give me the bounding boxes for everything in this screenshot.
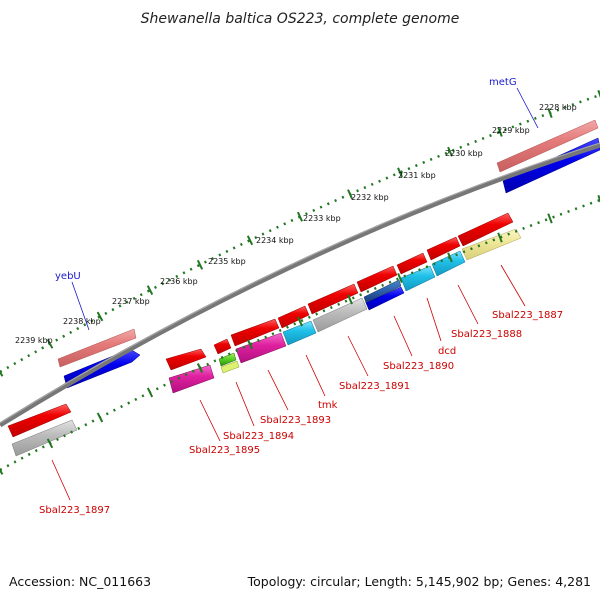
outer-ruler-tick	[597, 89, 600, 98]
scale-label-2234: 2234 kbp	[256, 236, 294, 245]
outer-ruler-tick	[96, 311, 104, 322]
feature-1887-yellow	[461, 228, 522, 261]
outer-ruler-tick	[146, 285, 154, 296]
label-tmk: tmk	[318, 400, 338, 411]
label-sbal223-1894: Sbal223_1894	[223, 431, 294, 442]
inner-ruler-tick	[296, 316, 304, 327]
gene-labels: metG yebU Sbal223_1887 Sbal223_1888 dcd …	[39, 77, 563, 516]
feature-1890-steel	[363, 279, 402, 304]
genome-summary-text: Topology: circular; Length: 5,145,902 bp…	[247, 574, 591, 589]
outer-ruler-tick	[296, 211, 304, 222]
inner-ruler-tick	[347, 294, 353, 305]
feature-1888-cyan	[431, 250, 466, 277]
scale-labels: 2228 kbp 2229 kbp 2230 kbp 2231 kbp 2232…	[15, 103, 577, 345]
cds-1897	[7, 403, 72, 438]
label-sbal223-1897: Sbal223_1897	[39, 505, 110, 516]
label-sbal223-1888: Sbal223_1888	[451, 329, 522, 340]
forward-cds-track	[7, 212, 514, 438]
scale-label-2236: 2236 kbp	[160, 277, 198, 286]
outer-ruler-tick	[397, 167, 403, 178]
inner-ruler-tick	[497, 232, 503, 243]
scale-label-2232: 2232 kbp	[351, 193, 389, 202]
label-sbal223-1891: Sbal223_1891	[339, 381, 410, 392]
inner-ruler-tick	[146, 387, 154, 398]
cds-1890	[356, 265, 398, 293]
cds-1891	[307, 283, 359, 315]
scale-label-2229: 2229 kbp	[492, 126, 530, 135]
scale-label-2233: 2233 kbp	[303, 214, 341, 223]
label-sbal223-1890: Sbal223_1890	[383, 361, 454, 372]
scale-label-2230: 2230 kbp	[445, 149, 483, 158]
inner-ruler-tick	[597, 194, 600, 203]
yebu-pink-feature	[57, 328, 137, 368]
outer-scale-ruler	[0, 89, 600, 377]
feature-1895-magenta	[168, 364, 215, 394]
outer-ruler-tick	[0, 370, 4, 377]
label-sbal223-1887: Sbal223_1887	[492, 310, 563, 321]
label-sbal223-1893: Sbal223_1893	[260, 415, 331, 426]
label-sbal223-1895: Sbal223_1895	[189, 445, 260, 456]
cds-1895	[165, 348, 207, 371]
cds-dcd	[396, 252, 428, 275]
scale-label-2228: 2228 kbp	[539, 103, 577, 112]
inner-ruler-tick	[0, 467, 4, 475]
scale-label-2235: 2235 kbp	[208, 257, 246, 266]
cds-tmk	[277, 305, 310, 329]
cds-1888	[426, 236, 461, 261]
scale-label-2239: 2239 kbp	[15, 336, 53, 345]
inner-ruler-tick	[96, 412, 104, 423]
outer-ruler-tick	[547, 107, 553, 119]
feature-1891-grey	[312, 297, 368, 333]
accession-text: Accession: NC_011663	[9, 574, 151, 589]
feature-1890-blue	[365, 286, 405, 311]
outer-features	[57, 119, 600, 389]
label-dcd: dcd	[438, 346, 456, 357]
cds-1894	[213, 338, 232, 355]
outer-ruler-tick	[196, 259, 204, 270]
genome-backbone	[0, 142, 600, 428]
scale-label-2231: 2231 kbp	[398, 171, 436, 180]
feature-1897-grey	[11, 419, 78, 457]
feature-1894-lightgreen	[220, 360, 240, 374]
outer-ruler-tick	[497, 126, 503, 137]
inner-ruler-tick	[397, 273, 403, 283]
scale-label-2238: 2238 kbp	[63, 317, 101, 326]
inner-scale-ruler	[0, 194, 600, 475]
outer-ruler-tick	[347, 189, 353, 200]
inner-ruler-tick	[46, 438, 54, 449]
map-title: Shewanella baltica OS223, complete genom…	[141, 11, 460, 27]
outer-ruler-tick	[246, 235, 254, 246]
cds-1893	[230, 318, 280, 347]
inner-ruler-tick	[547, 213, 553, 224]
metg-pink-feature	[496, 119, 599, 173]
label-leader-lines	[51, 87, 539, 501]
inner-ruler-tick	[246, 339, 254, 350]
inner-ruler-tick	[196, 363, 204, 373]
cds-1887	[457, 212, 514, 247]
outer-ruler-tick	[46, 338, 54, 349]
scale-label-2237: 2237 kbp	[112, 297, 150, 306]
label-yebu: yebU	[55, 271, 81, 282]
outer-ruler-tick	[447, 146, 453, 157]
inner-ruler-tick	[447, 252, 453, 263]
label-metg: metG	[489, 77, 517, 88]
